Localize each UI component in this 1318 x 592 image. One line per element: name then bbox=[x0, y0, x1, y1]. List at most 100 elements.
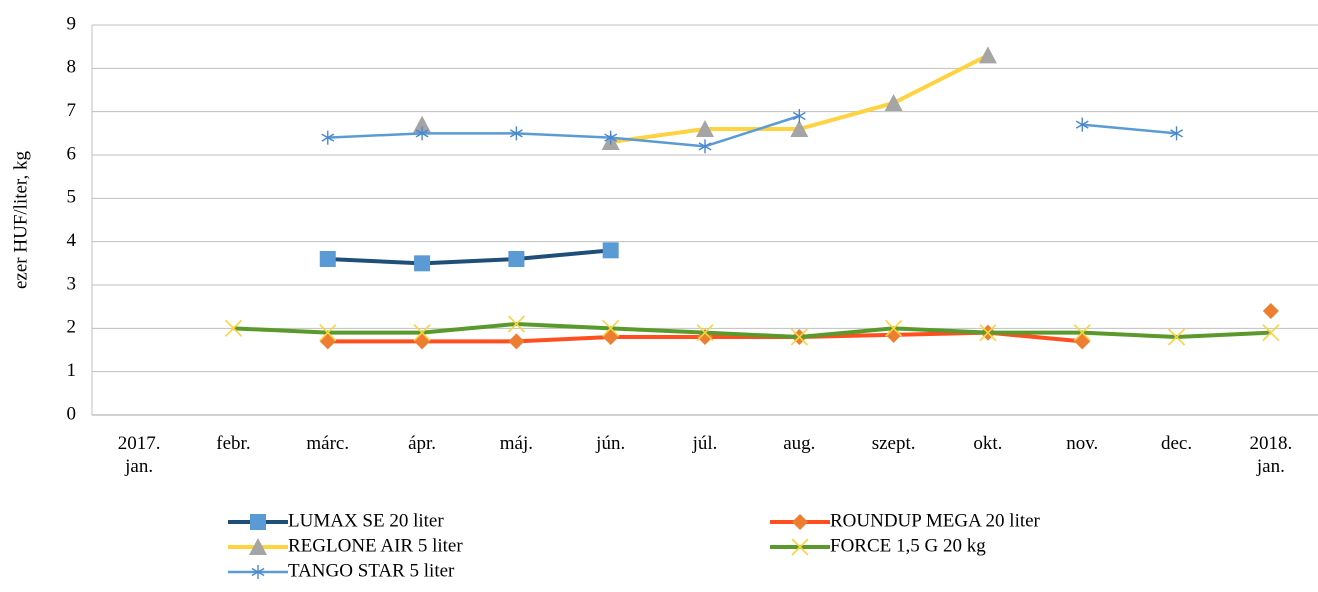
marker bbox=[321, 130, 335, 145]
marker bbox=[249, 538, 267, 555]
line bbox=[1082, 123, 1177, 135]
marker bbox=[319, 333, 336, 350]
y-tick-label: 1 bbox=[67, 360, 77, 381]
marker bbox=[792, 109, 806, 123]
marker bbox=[792, 514, 808, 530]
marker-shape bbox=[414, 255, 431, 272]
x-tick-label: 2017. jan. bbox=[117, 433, 161, 477]
x-tick-label: máj. bbox=[499, 433, 533, 454]
marker bbox=[1167, 328, 1186, 346]
marker-shape bbox=[413, 115, 432, 133]
marker-shape bbox=[792, 111, 806, 121]
marker bbox=[885, 326, 902, 343]
marker bbox=[979, 324, 997, 342]
marker-shape bbox=[978, 46, 997, 64]
marker bbox=[414, 333, 431, 350]
marker-shape bbox=[319, 324, 337, 342]
x-tick-label: febr. bbox=[216, 433, 251, 454]
legend-item: TANGO STAR 5 liter bbox=[228, 560, 455, 581]
line bbox=[327, 114, 800, 148]
marker-shape bbox=[508, 251, 525, 267]
marker bbox=[1074, 333, 1091, 350]
series bbox=[319, 242, 619, 272]
marker bbox=[696, 120, 714, 137]
marker-shape bbox=[251, 567, 265, 577]
marker bbox=[790, 328, 808, 346]
marker bbox=[413, 115, 432, 133]
marker-shape bbox=[979, 324, 997, 342]
marker-shape bbox=[790, 120, 809, 137]
y-axis-label: ezer HUF/liter, kg bbox=[10, 151, 31, 290]
marker-shape bbox=[224, 319, 243, 337]
marker-shape bbox=[790, 328, 808, 346]
y-tick-label: 6 bbox=[67, 143, 77, 164]
marker bbox=[413, 324, 431, 342]
marker bbox=[509, 126, 523, 141]
legend-item: ROUNDUP MEGA 20 liter bbox=[770, 510, 1041, 531]
marker bbox=[415, 126, 429, 141]
marker bbox=[1073, 324, 1091, 342]
x-tick-label: júl. bbox=[692, 433, 718, 454]
marker-shape bbox=[413, 324, 431, 342]
series bbox=[319, 303, 1279, 350]
marker bbox=[1262, 324, 1280, 342]
marker-shape bbox=[250, 514, 266, 530]
marker-shape bbox=[885, 326, 902, 343]
y-tick-label: 3 bbox=[67, 273, 77, 294]
marker bbox=[791, 538, 809, 556]
marker-shape bbox=[791, 538, 809, 556]
marker bbox=[1075, 117, 1089, 132]
marker-shape bbox=[602, 242, 619, 259]
marker-shape bbox=[696, 324, 714, 342]
marker bbox=[508, 333, 525, 350]
legend-label: ROUNDUP MEGA 20 liter bbox=[830, 510, 1041, 531]
marker bbox=[698, 139, 712, 154]
y-tick-label: 9 bbox=[67, 13, 77, 34]
marker bbox=[507, 315, 525, 333]
marker bbox=[319, 251, 336, 267]
x-tick-label: dec. bbox=[1160, 433, 1193, 454]
marker bbox=[1262, 303, 1279, 319]
marker bbox=[604, 130, 618, 145]
marker-shape bbox=[1170, 129, 1183, 138]
legend-label: TANGO STAR 5 liter bbox=[288, 560, 455, 581]
marker-shape bbox=[696, 120, 714, 137]
x-tick-label: nov. bbox=[1066, 433, 1099, 454]
marker-shape bbox=[602, 319, 620, 337]
marker-shape bbox=[507, 315, 525, 333]
marker-shape bbox=[604, 133, 618, 142]
marker-shape bbox=[415, 129, 429, 138]
legend-label: REGLONE AIR 5 liter bbox=[288, 535, 463, 556]
marker-shape bbox=[1074, 333, 1091, 350]
marker-shape bbox=[698, 142, 712, 151]
y-tick-label: 2 bbox=[67, 317, 77, 338]
marker-shape bbox=[414, 333, 431, 350]
marker-shape bbox=[321, 133, 335, 142]
marker-shape bbox=[1073, 324, 1091, 342]
marker bbox=[885, 319, 903, 337]
line bbox=[233, 322, 1271, 339]
marker bbox=[1170, 126, 1183, 141]
marker bbox=[602, 319, 620, 337]
x-tick-label: jún. bbox=[596, 433, 626, 454]
series bbox=[224, 315, 1280, 346]
x-tick-label: márc. bbox=[306, 433, 350, 454]
marker bbox=[319, 324, 337, 342]
marker-shape bbox=[509, 129, 523, 138]
marker bbox=[250, 514, 266, 530]
legend-label: FORCE 1,5 G 20 kg bbox=[830, 535, 986, 556]
x-tick-label: aug. bbox=[783, 433, 816, 454]
marker-shape bbox=[249, 538, 267, 555]
marker-shape bbox=[602, 329, 619, 345]
legend-label: LUMAX SE 20 liter bbox=[288, 510, 444, 531]
marker bbox=[602, 242, 619, 259]
legend-item: FORCE 1,5 G 20 kg bbox=[770, 535, 986, 556]
marker-shape bbox=[1262, 324, 1280, 342]
marker-shape bbox=[1262, 303, 1279, 319]
marker-shape bbox=[885, 319, 903, 337]
y-tick-label: 8 bbox=[67, 57, 77, 78]
marker bbox=[978, 46, 997, 64]
marker bbox=[696, 324, 714, 342]
marker bbox=[790, 120, 809, 137]
